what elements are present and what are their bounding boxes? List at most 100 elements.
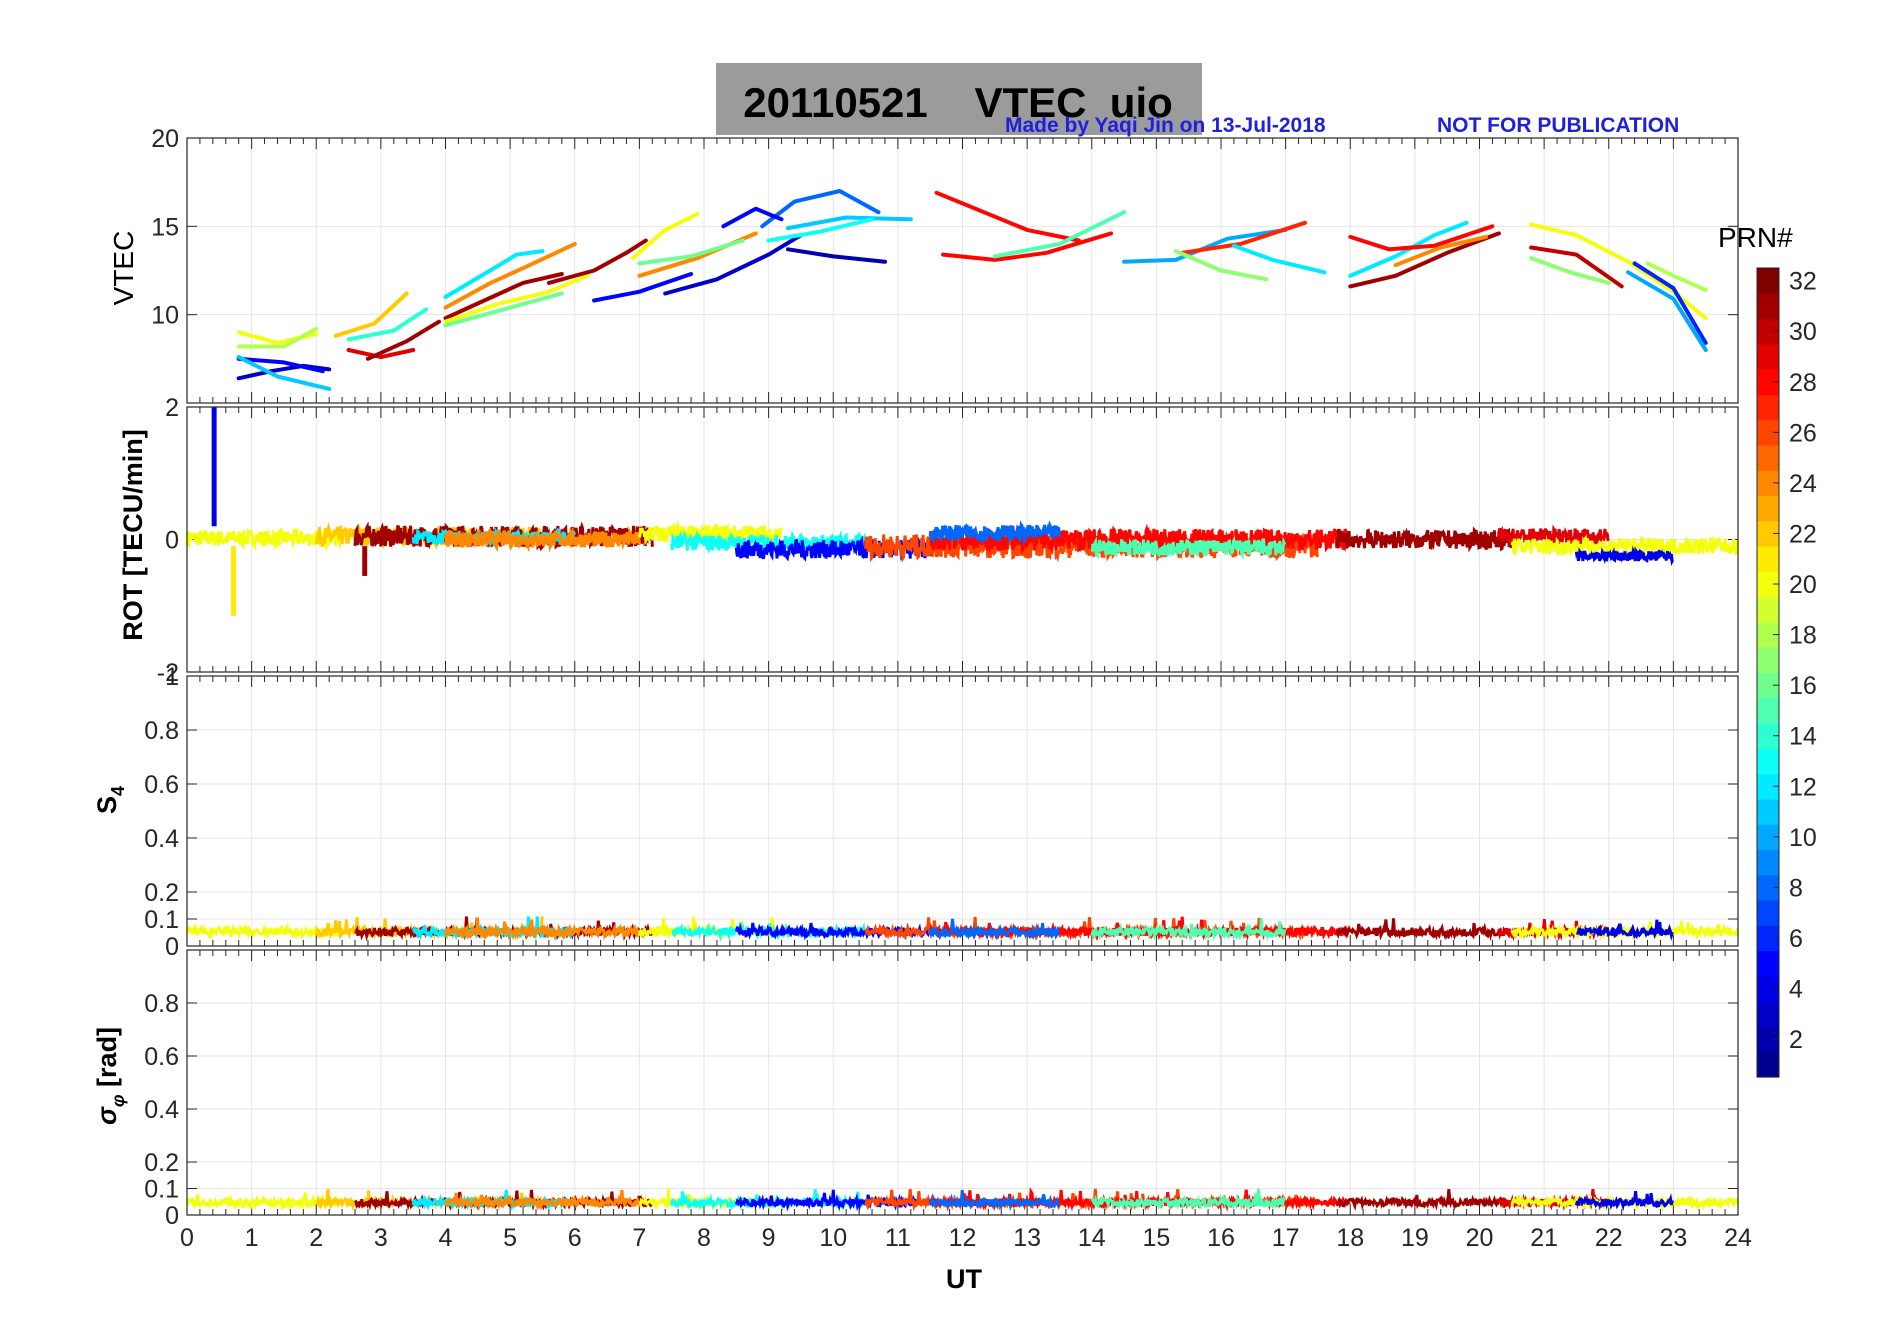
x-tick-label: 19	[1401, 1224, 1429, 1252]
vtec-series-prn-22	[333, 291, 409, 338]
vtec-series-prn-18	[1645, 261, 1708, 292]
not-for-publication-note: NOT FOR PUBLICATION	[1437, 114, 1679, 137]
y-tick-label: 1	[165, 663, 179, 691]
x-tick-label: 17	[1272, 1224, 1300, 1252]
colorbar-swatch	[1757, 925, 1779, 952]
x-tick-label: 5	[503, 1224, 517, 1252]
s4-series-prn-8	[928, 918, 1061, 941]
sigma-phi-axis-label: σφ [rad]	[92, 1027, 128, 1125]
x-axis-label: UT	[946, 1264, 982, 1294]
vtec-series-prn-29	[346, 348, 416, 360]
vtec-series-prn-28	[941, 231, 1114, 262]
x-tick-label: 9	[762, 1224, 776, 1252]
vtec-series-prn-5	[721, 206, 784, 229]
vtec-series-prn-31	[365, 319, 441, 361]
y-tick-label: 0.6	[144, 1043, 179, 1071]
vtec-series-prn-5	[236, 356, 325, 374]
vtec-series-prn-31	[546, 238, 648, 285]
colorbar-tick-label: 20	[1789, 571, 1817, 599]
colorbar-swatch	[1757, 874, 1779, 901]
vtec-series-prn-16	[443, 291, 564, 328]
s4-series-prn-20	[185, 922, 344, 941]
vtec-series-prn-24	[1393, 234, 1488, 268]
vtec-panel: 10 15 20	[151, 125, 1739, 404]
colorbar-swatch	[1757, 293, 1779, 320]
colorbar-swatch	[1757, 596, 1779, 623]
colorbar-swatch	[1757, 470, 1779, 497]
sigma-phi-series-prn-8	[928, 1189, 1061, 1212]
y-tick-label: 0.6	[144, 771, 179, 799]
x-tick-label: 10	[819, 1224, 847, 1252]
colorbar-swatch	[1757, 621, 1779, 648]
vtec-series-prn-12	[1231, 243, 1327, 275]
vtec-series-prn-14	[346, 307, 429, 342]
x-tick-label: 2	[309, 1224, 323, 1252]
colorbar-tick-label: 18	[1789, 622, 1817, 650]
colorbar-tick-label: 22	[1789, 520, 1817, 548]
vtec-series-prn-2	[786, 247, 887, 264]
colorbar-swatch	[1757, 773, 1779, 800]
colorbar-swatch	[1757, 546, 1779, 572]
vtec-series-prn-20	[443, 273, 590, 324]
x-tick-label: 12	[949, 1224, 977, 1252]
vtec-series-prn-28	[1348, 224, 1495, 252]
x-tick-label: 1	[245, 1224, 259, 1252]
colorbar-swatch	[1757, 343, 1779, 370]
plot-border	[186, 137, 1739, 404]
rot-series-prn-20	[185, 527, 344, 552]
colorbar-tick-label: 14	[1789, 723, 1817, 751]
colorbar-swatch	[1757, 369, 1779, 396]
colorbar-swatch	[1757, 798, 1779, 825]
plot-border	[186, 675, 1739, 947]
vtec-series-prn-10	[1626, 270, 1708, 352]
rot-series-prn-8	[928, 520, 1061, 546]
vtec-series-prn-13	[766, 217, 874, 243]
colorbar-tick-label: 30	[1789, 318, 1817, 346]
y-tick-label: 0.1	[144, 906, 179, 934]
rot-series-prn-29	[1497, 524, 1610, 549]
x-tick-label: 11	[885, 1224, 911, 1252]
colorbar-swatch	[1757, 1026, 1779, 1053]
colorbar-tick-label: 28	[1789, 369, 1817, 397]
x-tick-label: 0	[180, 1224, 194, 1252]
colorbar-tick-label: 26	[1789, 419, 1817, 447]
vtec-series-prn-3	[236, 363, 332, 381]
sigma-phi-series-prn-24	[444, 1189, 641, 1211]
colorbar-tick-label: 32	[1789, 268, 1817, 296]
rot-panel: -2 0 2	[157, 394, 1739, 687]
colorbar-tick-label: 24	[1789, 470, 1817, 498]
svg-text:σφ [rad]: σφ [rad]	[92, 1027, 128, 1125]
colorbar-swatch	[1757, 697, 1779, 724]
x-tick-label: 22	[1595, 1224, 1623, 1252]
y-tick-label: 0.1	[144, 1176, 179, 1204]
y-tick-label: 0	[165, 527, 179, 555]
vtec-series-prn-11	[236, 355, 332, 391]
colorbar-swatch	[1757, 824, 1779, 851]
colorbar-tick-label: 16	[1789, 672, 1817, 700]
vtec-series-prn-8	[760, 189, 881, 229]
x-tick-label: 13	[1013, 1224, 1041, 1252]
x-tick-label: 14	[1078, 1224, 1106, 1252]
colorbar-label: PRN#	[1718, 222, 1793, 253]
x-tick-label: 6	[568, 1224, 582, 1252]
colorbar-swatch	[1757, 900, 1779, 926]
vtec-series-prn-6	[1632, 261, 1708, 345]
x-tick-label: 15	[1142, 1224, 1170, 1252]
rot-series-prn-15	[1090, 535, 1287, 561]
made-by-note: Made by Yaqi Jin on 13-Jul-2018	[1005, 114, 1326, 137]
colorbar-swatch	[1757, 495, 1779, 522]
colorbar-swatch	[1757, 268, 1779, 294]
rot-series-prn-31	[1335, 526, 1513, 553]
x-tick-label: 20	[1466, 1224, 1494, 1252]
vtec-series-prn-30	[1529, 245, 1624, 289]
vtec-series-prn-20	[630, 212, 700, 261]
s4-series-prn-5	[734, 922, 931, 941]
x-tick-label: 18	[1336, 1224, 1364, 1252]
y-tick-label: 15	[151, 213, 179, 241]
colorbar-swatch	[1757, 571, 1779, 598]
colorbar-swatch	[1757, 419, 1779, 446]
x-tick-label: 4	[439, 1224, 453, 1252]
rot-axis-label: ROT [TECU/min]	[118, 429, 148, 640]
